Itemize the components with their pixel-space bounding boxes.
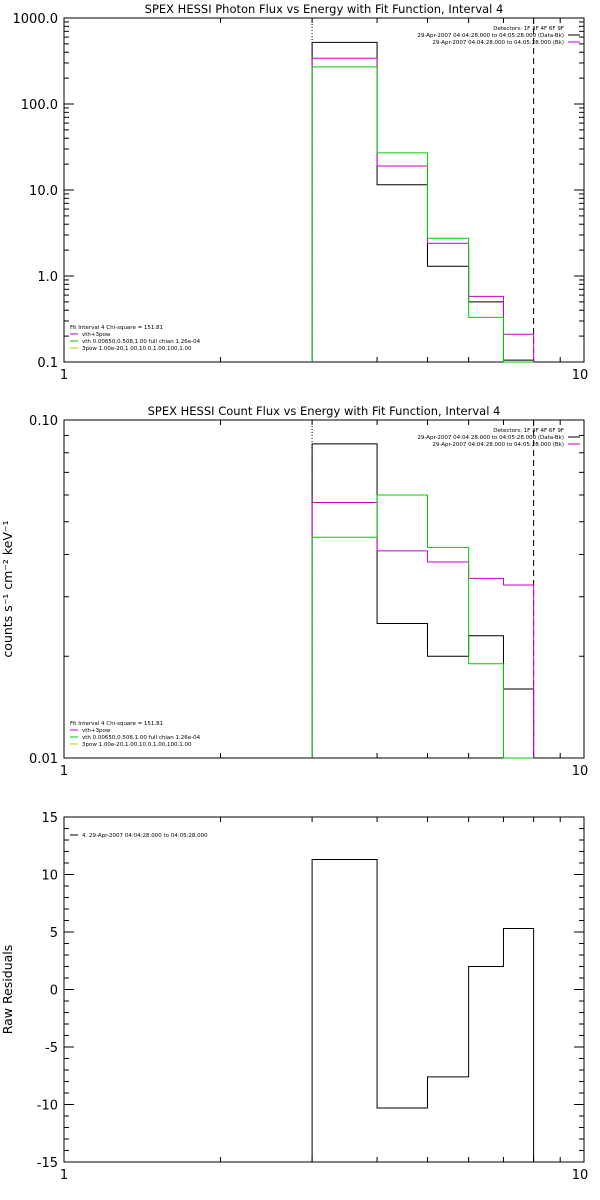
legend-left-entry: 3pow 1.00e-20,1.00,10.0,1.00,100,1.00 (82, 742, 192, 748)
legend-right-entry: 29-Apr-2007 04:04:28.000 to 04:05:28.000… (432, 442, 564, 448)
chart-title: SPEX HESSI Photon Flux vs Energy with Fi… (145, 2, 504, 16)
legend-left-entry: Fit Interval 4 Chi-square = 151.81 (70, 325, 163, 331)
y-tick-label: 0.10 (29, 414, 58, 429)
y-tick-label: 10.0 (29, 184, 58, 199)
y-axis-label: counts s⁻¹ cm⁻² keV⁻¹ (0, 520, 15, 657)
legend-left-entry: vth 0.00650,0.508,1.00 full chian 1.26e-… (82, 735, 201, 741)
plot-frame (63, 17, 585, 363)
legend-left-entry: vth+3pow (82, 728, 111, 734)
plot-frame (63, 816, 585, 1163)
chart-title: SPEX HESSI Count Flux vs Energy with Fit… (148, 404, 501, 418)
series-1-step-line (311, 859, 535, 1162)
series-1-step-line (311, 443, 535, 758)
y-tick-label: -10 (37, 1099, 58, 1114)
y-tick-label: 5 (50, 926, 58, 941)
series-2-step-line (311, 57, 535, 362)
plot-frame (63, 419, 585, 759)
legend-left-entry: vth 0.00650,0.508,1.00 full chian 1.26e-… (82, 339, 201, 345)
y-tick-label: 100.0 (21, 98, 58, 113)
panel-2: 0.01 0.10 1 10 SPEX HESSI Count Flux vs Ener… (0, 404, 588, 779)
y-tick-label: -15 (37, 1156, 58, 1171)
legend-left-entry: vth+3pow (82, 332, 111, 338)
x-tick-label: 10 (572, 368, 589, 383)
x-tick-label: 1 (60, 764, 68, 779)
legend-right-entry: 29-Apr-2007 04:04:28.000 to 04:05:28.000… (417, 33, 564, 39)
y-tick-label: 1.0 (37, 270, 58, 285)
y-tick-label: 0 (50, 984, 58, 999)
panel-3: -15 -10 -5 0 5 10 15 1 10 Raw Residuals 4. 29-Apr-… (0, 811, 588, 1183)
legend-left-entry: Fit Interval 4 Chi-square = 151.81 (70, 721, 163, 727)
series-3-step-line (311, 494, 534, 759)
x-tick-label: 1 (60, 368, 68, 383)
series-1-step-line (311, 41, 535, 362)
legend-left-entry: 4. 29-Apr-2007 04:04:28.000 to 04:05:28.… (82, 833, 208, 839)
series-2-step-line (311, 502, 535, 758)
y-tick-label: -5 (45, 1041, 58, 1056)
panel-1: 0.1 1.0 10.0 100.0 1000.0 1 10 SPEX HESSI Photo… (13, 2, 589, 383)
legend-right-entry: Detectors: 1F 3F 4F 6F 9F (493, 26, 564, 32)
x-tick-label: 10 (572, 764, 589, 779)
y-tick-label: 1000.0 (13, 12, 59, 27)
legend-left-entry: 3pow 1.00e-20,1.00,10.0,1.00,100,1.00 (82, 346, 192, 352)
y-axis-label: Raw Residuals (0, 945, 15, 1035)
legend-right-entry: Detectors: 1F 3F 4F 6F 9F (493, 428, 564, 434)
legend-right-entry: 29-Apr-2007 04:04:28.000 to 04:05:28.000… (432, 40, 564, 46)
y-tick-label: 0.1 (37, 356, 58, 371)
x-tick-label: 1 (60, 1168, 68, 1183)
y-tick-label: 15 (41, 811, 58, 826)
x-tick-label: 10 (572, 1168, 589, 1183)
y-tick-label: 0.01 (29, 752, 58, 767)
y-tick-label: 10 (41, 869, 58, 884)
legend-right-entry: 29-Apr-2007 04:04:28.000 to 04:05:28.000… (417, 435, 564, 441)
series-3-step-line (311, 66, 534, 363)
